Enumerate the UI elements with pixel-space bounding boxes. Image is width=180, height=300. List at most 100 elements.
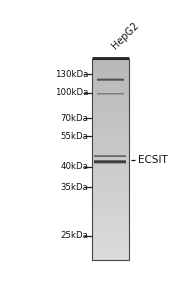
Bar — [92, 91, 129, 93]
Bar — [92, 81, 129, 82]
Bar — [92, 84, 129, 86]
Bar — [92, 146, 129, 148]
Bar — [92, 138, 129, 140]
Text: 130kDa: 130kDa — [55, 70, 88, 79]
Bar — [92, 168, 129, 169]
Text: 70kDa: 70kDa — [60, 113, 88, 122]
Bar — [92, 200, 129, 202]
Bar — [92, 153, 129, 154]
Bar — [92, 233, 129, 235]
Bar — [92, 124, 129, 126]
Bar — [92, 156, 129, 158]
Bar — [92, 231, 129, 233]
Bar — [92, 253, 129, 255]
Bar — [92, 86, 129, 88]
Bar — [92, 198, 129, 200]
Bar — [92, 230, 129, 232]
Bar — [92, 226, 129, 228]
Text: 40kDa: 40kDa — [60, 162, 88, 171]
Bar — [92, 133, 129, 134]
Bar — [92, 179, 129, 182]
Bar — [92, 191, 129, 193]
Bar — [92, 106, 129, 108]
Bar — [92, 211, 129, 213]
Bar — [92, 62, 129, 64]
Bar — [92, 186, 129, 188]
Bar — [92, 61, 129, 62]
Bar — [92, 116, 129, 118]
Bar — [92, 101, 129, 103]
Bar — [92, 193, 129, 195]
Bar — [92, 174, 129, 176]
Bar — [92, 161, 129, 163]
Bar — [92, 148, 129, 149]
Bar — [92, 236, 129, 238]
Bar — [92, 218, 129, 220]
Bar — [92, 221, 129, 223]
Bar — [92, 134, 129, 136]
Bar — [92, 210, 129, 212]
Bar — [92, 225, 129, 226]
Bar — [92, 173, 129, 175]
Bar — [92, 166, 129, 168]
Bar — [92, 205, 129, 206]
Bar — [92, 87, 129, 89]
Text: ECSIT: ECSIT — [138, 155, 168, 165]
Bar — [92, 194, 129, 196]
Bar — [92, 213, 129, 215]
Bar — [92, 121, 129, 123]
Text: 35kDa: 35kDa — [60, 183, 88, 192]
Bar — [92, 171, 129, 173]
Bar — [92, 72, 129, 74]
Bar — [92, 126, 129, 128]
Bar — [92, 142, 129, 145]
Bar — [92, 183, 129, 185]
Bar — [92, 246, 129, 248]
Bar — [92, 151, 129, 153]
Bar — [92, 255, 129, 257]
Bar — [92, 238, 129, 240]
Bar — [92, 201, 129, 203]
Bar — [92, 66, 129, 68]
Bar — [92, 69, 129, 71]
Text: 100kDa: 100kDa — [55, 88, 88, 97]
Text: 25kDa: 25kDa — [60, 231, 88, 240]
Bar — [92, 178, 129, 180]
Text: HepG2: HepG2 — [110, 20, 140, 51]
Bar — [92, 181, 129, 183]
Bar — [92, 149, 129, 151]
Bar — [92, 107, 129, 109]
Bar — [92, 203, 129, 205]
Bar — [92, 118, 129, 119]
Bar — [92, 216, 129, 218]
Bar — [92, 154, 129, 156]
Bar — [92, 82, 129, 84]
Bar — [92, 206, 129, 208]
Bar — [92, 94, 129, 96]
Bar — [92, 228, 129, 230]
Bar — [92, 89, 129, 91]
Bar — [92, 169, 129, 171]
Bar — [92, 176, 129, 178]
Bar — [92, 245, 129, 247]
Bar — [92, 214, 129, 217]
Bar — [92, 114, 129, 116]
Bar — [92, 208, 129, 210]
Bar — [92, 250, 129, 252]
Bar — [92, 74, 129, 76]
Bar — [92, 131, 129, 133]
Bar — [92, 99, 129, 101]
Bar — [92, 159, 129, 161]
Bar — [92, 102, 129, 104]
Bar — [92, 136, 129, 138]
Bar — [92, 164, 129, 166]
Bar — [92, 248, 129, 250]
Bar — [92, 77, 129, 79]
Bar — [92, 98, 129, 99]
Bar — [92, 79, 129, 81]
Bar — [92, 196, 129, 198]
Bar — [92, 184, 129, 186]
Bar — [92, 112, 129, 114]
Bar — [92, 141, 129, 143]
Bar — [92, 188, 129, 190]
